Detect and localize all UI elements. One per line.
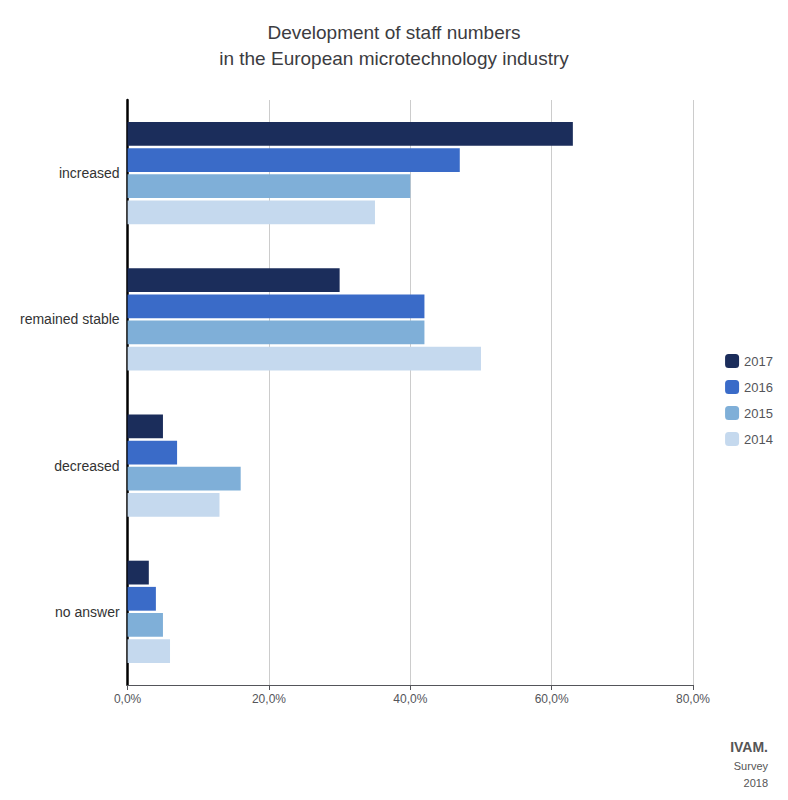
svg-text:Survey: Survey: [734, 760, 769, 772]
svg-text:in the European microtechnolog: in the European microtechnology industry: [219, 48, 569, 69]
svg-text:decreased: decreased: [54, 458, 119, 474]
svg-text:0,0%: 0,0%: [114, 692, 142, 706]
svg-text:20,0%: 20,0%: [252, 692, 286, 706]
svg-text:remained stable: remained stable: [20, 311, 120, 327]
svg-text:Development of staff numbers: Development of staff numbers: [267, 22, 520, 43]
svg-text:2014: 2014: [744, 432, 773, 447]
svg-text:2015: 2015: [744, 406, 773, 421]
svg-text:increased: increased: [59, 165, 120, 181]
svg-text:80,0%: 80,0%: [676, 692, 710, 706]
svg-text:no answer: no answer: [55, 604, 120, 620]
svg-text:40,0%: 40,0%: [393, 692, 427, 706]
svg-text:2018: 2018: [744, 777, 768, 789]
svg-text:IVAM.: IVAM.: [730, 739, 768, 755]
svg-text:2016: 2016: [744, 380, 773, 395]
svg-text:2017: 2017: [744, 354, 773, 369]
svg-text:60,0%: 60,0%: [535, 692, 569, 706]
